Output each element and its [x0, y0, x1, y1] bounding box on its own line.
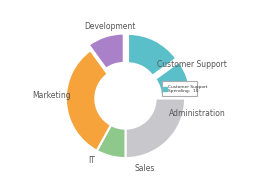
Text: Administration: Administration [169, 109, 226, 118]
Text: Customer Support: Customer Support [157, 60, 227, 69]
Wedge shape [89, 34, 124, 69]
Text: Customer Support: Customer Support [168, 85, 207, 89]
Wedge shape [155, 62, 191, 97]
Text: Marketing: Marketing [33, 90, 71, 100]
Wedge shape [66, 50, 111, 151]
Text: Spending:  10: Spending: 10 [168, 89, 198, 93]
Wedge shape [128, 34, 176, 76]
Text: Development: Development [84, 22, 136, 32]
Wedge shape [97, 125, 126, 158]
FancyBboxPatch shape [162, 81, 197, 96]
Text: Sales: Sales [135, 164, 155, 173]
Bar [163, 87, 167, 91]
Wedge shape [126, 98, 185, 158]
Text: IT: IT [88, 156, 95, 165]
